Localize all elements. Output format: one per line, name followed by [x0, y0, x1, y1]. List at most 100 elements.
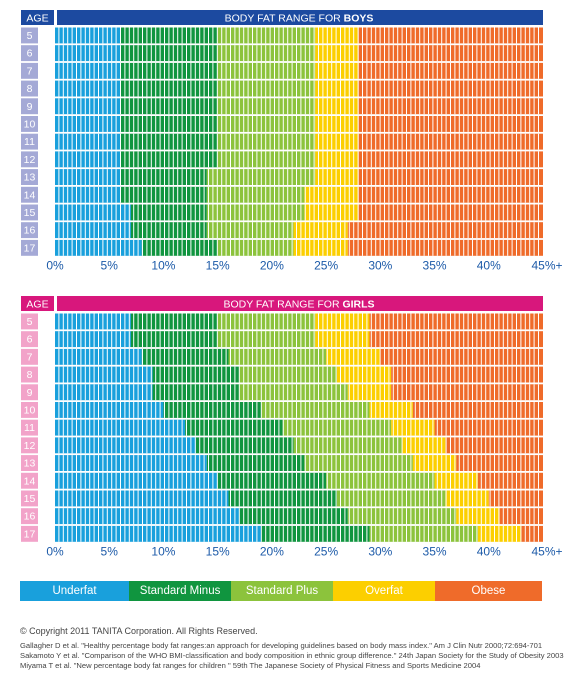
cell-gap	[252, 331, 253, 348]
cell-gap	[106, 62, 108, 79]
cell-gap	[335, 331, 337, 348]
cell-gap	[102, 45, 104, 62]
cell-gap	[155, 437, 157, 454]
cell-gap	[190, 508, 192, 525]
cell-gap	[375, 62, 377, 79]
cell-gap	[133, 366, 135, 383]
cell-gap	[133, 98, 135, 115]
cell-gap	[507, 419, 509, 436]
cell-gap	[291, 62, 293, 79]
cell-gap	[516, 151, 517, 168]
cell-gap	[76, 239, 77, 256]
cell-gap	[340, 169, 341, 185]
cell-gap	[441, 384, 443, 401]
boys-band-overfat	[315, 169, 359, 185]
cell-gap	[375, 525, 377, 542]
cell-gap	[106, 313, 108, 330]
cell-gap	[221, 508, 223, 525]
cell-gap	[62, 525, 64, 542]
cell-gap	[159, 27, 161, 44]
cell-gap	[199, 80, 201, 97]
cell-gap	[137, 490, 139, 507]
cell-gap	[423, 313, 425, 330]
cell-gap	[450, 313, 451, 330]
cell-gap	[186, 133, 187, 150]
cell-gap	[256, 116, 258, 132]
cell-gap	[454, 490, 456, 507]
cell-gap	[287, 384, 289, 401]
cell-gap	[260, 313, 262, 330]
cell-gap	[467, 239, 469, 256]
cell-gap	[190, 313, 192, 330]
cell-gap	[216, 239, 218, 256]
cell-gap	[423, 62, 425, 79]
cell-gap	[230, 45, 231, 62]
cell-gap	[384, 45, 385, 62]
cell-gap	[445, 348, 447, 365]
cell-gap	[432, 525, 434, 542]
cell-gap	[450, 472, 451, 489]
cell-gap	[137, 222, 139, 239]
cell-gap	[137, 508, 139, 525]
cell-gap	[309, 508, 311, 525]
cell-gap	[265, 402, 267, 418]
cell-gap	[120, 98, 121, 115]
cell-gap	[326, 62, 328, 79]
cell-gap	[348, 366, 350, 383]
cell-gap	[353, 186, 355, 203]
cell-gap	[150, 186, 152, 203]
cell-gap	[520, 80, 522, 97]
cell-gap	[414, 62, 416, 79]
boys-age-cell	[21, 116, 38, 132]
cell-gap	[296, 62, 297, 79]
cell-gap	[230, 472, 231, 489]
cell-gap	[304, 455, 306, 471]
cell-gap	[247, 419, 249, 436]
cell-gap	[502, 437, 504, 454]
cell-gap	[265, 169, 267, 185]
cell-gap	[498, 348, 500, 365]
cell-gap	[340, 472, 341, 489]
cell-gap	[454, 313, 456, 330]
cell-gap	[164, 313, 165, 330]
cell-gap	[98, 525, 99, 542]
cell-gap	[463, 331, 465, 348]
cell-gap	[199, 490, 201, 507]
cell-gap	[524, 437, 526, 454]
cell-gap	[186, 169, 187, 185]
cell-gap	[397, 45, 399, 62]
cell-gap	[326, 133, 328, 150]
cell-gap	[269, 239, 271, 256]
cell-gap	[164, 490, 165, 507]
cell-gap	[98, 313, 99, 330]
cell-gap	[326, 313, 328, 330]
cell-gap	[538, 437, 539, 454]
boys-band-standard-minus	[141, 239, 218, 256]
cell-gap	[489, 508, 491, 525]
cell-gap	[410, 402, 412, 418]
cell-gap	[234, 222, 236, 239]
cell-gap	[287, 186, 289, 203]
cell-gap	[93, 472, 95, 489]
cell-gap	[177, 222, 179, 239]
cell-gap	[137, 384, 139, 401]
cell-gap	[212, 80, 214, 97]
cell-gap	[133, 331, 135, 348]
cell-gap	[318, 239, 319, 256]
cell-gap	[274, 98, 275, 115]
cell-gap	[252, 313, 253, 330]
cell-gap	[370, 384, 372, 401]
cell-gap	[463, 508, 465, 525]
cell-gap	[538, 313, 539, 330]
cell-gap	[458, 384, 460, 401]
cell-gap	[331, 348, 333, 365]
cell-gap	[458, 27, 460, 44]
cell-gap	[128, 490, 130, 507]
cell-gap	[498, 508, 500, 525]
cell-gap	[238, 98, 240, 115]
cell-gap	[428, 80, 429, 97]
boys-band-overfat	[315, 151, 359, 168]
girls-band-standard-minus	[217, 472, 327, 489]
cell-gap	[291, 151, 293, 168]
cell-gap	[401, 508, 403, 525]
